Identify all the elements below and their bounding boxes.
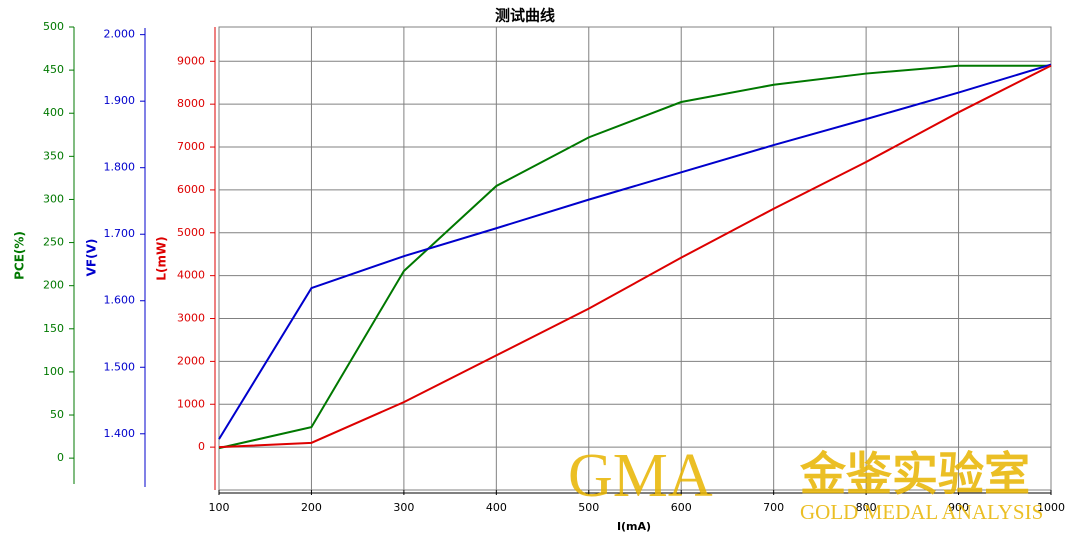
y3-tick-label: 150: [43, 322, 64, 335]
y3-tick-label: 300: [43, 192, 64, 205]
series-line: [218, 64, 1051, 450]
watermark-logo: GMA: [568, 442, 713, 510]
y2-axis-title: VF(V): [85, 239, 99, 277]
series-line: [218, 64, 1052, 449]
y-tick-label: 8000: [177, 97, 205, 110]
y2-tick-label: 1.600: [104, 294, 136, 307]
plot-area: [218, 26, 1052, 491]
x-tick-label: 1000: [1037, 501, 1065, 514]
y2-tick-label: 1.500: [104, 360, 136, 373]
x-tick-label: 400: [486, 501, 507, 514]
y3-tick-label: 200: [43, 279, 64, 292]
y3-tick-label: 500: [43, 20, 64, 33]
y2-tick-label: 1.400: [104, 427, 136, 440]
y3-tick-label: 350: [43, 149, 64, 162]
y-tick-label: 0: [198, 440, 205, 453]
y2-tick-label: 1.800: [104, 161, 136, 174]
y3-tick-label: 400: [43, 106, 64, 119]
y-tick-label: 7000: [177, 140, 205, 153]
watermark-subtitle: GOLD MEDAL ANALYSIS: [800, 500, 1043, 524]
watermark-name: 金鉴实验室: [799, 447, 1030, 501]
y2-tick-label: 1.900: [104, 94, 136, 107]
y3-axis-title: PCE(%): [13, 231, 27, 280]
y-axis-title: L(mW): [155, 236, 169, 280]
x-tick-label: 200: [301, 501, 322, 514]
y-tick-label: 4000: [177, 269, 205, 282]
y-tick-label: 9000: [177, 54, 205, 67]
y3-tick-label: 50: [50, 408, 64, 421]
y3-tick-label: 100: [43, 365, 64, 378]
x-tick-label: 300: [393, 501, 414, 514]
y-tick-label: 2000: [177, 354, 205, 367]
chart-title: 测试曲线: [495, 7, 555, 25]
x-axis-title: I(mA): [617, 520, 651, 533]
y-tick-label: 1000: [177, 397, 205, 410]
x-tick-label: 600: [671, 501, 692, 514]
y3-tick-label: 250: [43, 236, 64, 249]
x-tick-label: 100: [209, 501, 230, 514]
y3-tick-label: 450: [43, 63, 64, 76]
y2-tick-label: 1.700: [104, 227, 136, 240]
x-tick-label: 700: [763, 501, 784, 514]
y-tick-label: 5000: [177, 226, 205, 239]
x-tick-label: 800: [856, 501, 877, 514]
y2-tick-label: 2.000: [104, 28, 136, 41]
y-tick-label: 6000: [177, 183, 205, 196]
x-tick-label: 500: [578, 501, 599, 514]
x-tick-label: 900: [948, 501, 969, 514]
y3-tick-label: 0: [57, 451, 64, 464]
series-line: [218, 63, 1052, 440]
y-tick-label: 3000: [177, 312, 205, 325]
